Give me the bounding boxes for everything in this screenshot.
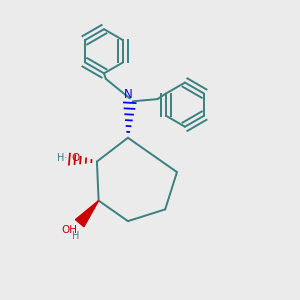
Text: H·: H· <box>57 153 68 163</box>
Polygon shape <box>76 201 99 227</box>
Text: H: H <box>72 231 79 241</box>
Text: N: N <box>124 88 132 101</box>
Text: O: O <box>71 153 80 163</box>
Text: OH: OH <box>62 225 78 235</box>
